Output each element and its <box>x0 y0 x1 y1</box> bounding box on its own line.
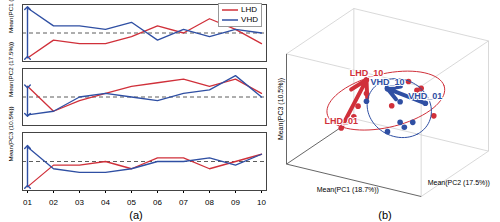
svg-text:09: 09 <box>231 198 240 207</box>
svg-text:Mean(PC1 (18.7%)): Mean(PC1 (18.7%)) <box>317 186 379 194</box>
html-text:VHD: VHD <box>241 15 258 24</box>
svg-text:Mean(PC3 (10.5%)): Mean(PC3 (10.5%)) <box>7 106 14 161</box>
svg-text:Mean(PC3 (10.5%)): Mean(PC3 (10.5%)) <box>277 78 285 140</box>
svg-text:LHD_10: LHD_10 <box>349 67 384 78</box>
svg-text:Mean(PC2 (17.5%)): Mean(PC2 (17.5%)) <box>428 179 490 187</box>
svg-text:02: 02 <box>49 198 58 207</box>
svg-text:06: 06 <box>153 198 162 207</box>
svg-text:07: 07 <box>179 198 188 207</box>
html-text:(b): (b) <box>378 209 392 221</box>
html-text:(a): (a) <box>129 209 143 221</box>
svg-text:Mean(PC1 (18.7%)): Mean(PC1 (18.7%)) <box>7 0 14 33</box>
svg-text:08: 08 <box>205 198 214 207</box>
svg-text:03: 03 <box>75 198 84 207</box>
svg-text:04: 04 <box>101 198 110 207</box>
svg-text:VHD_01: VHD_01 <box>408 91 442 101</box>
html-text:LHD: LHD <box>241 5 258 14</box>
svg-text:10: 10 <box>257 198 266 207</box>
svg-text:LHD_01: LHD_01 <box>324 116 358 126</box>
svg-text:01: 01 <box>23 198 32 207</box>
svg-text:Mean(PC2 (17.5%)): Mean(PC2 (17.5%)) <box>7 42 14 97</box>
svg-text:VHD_10: VHD_10 <box>370 77 404 87</box>
svg-text:05: 05 <box>127 198 136 207</box>
